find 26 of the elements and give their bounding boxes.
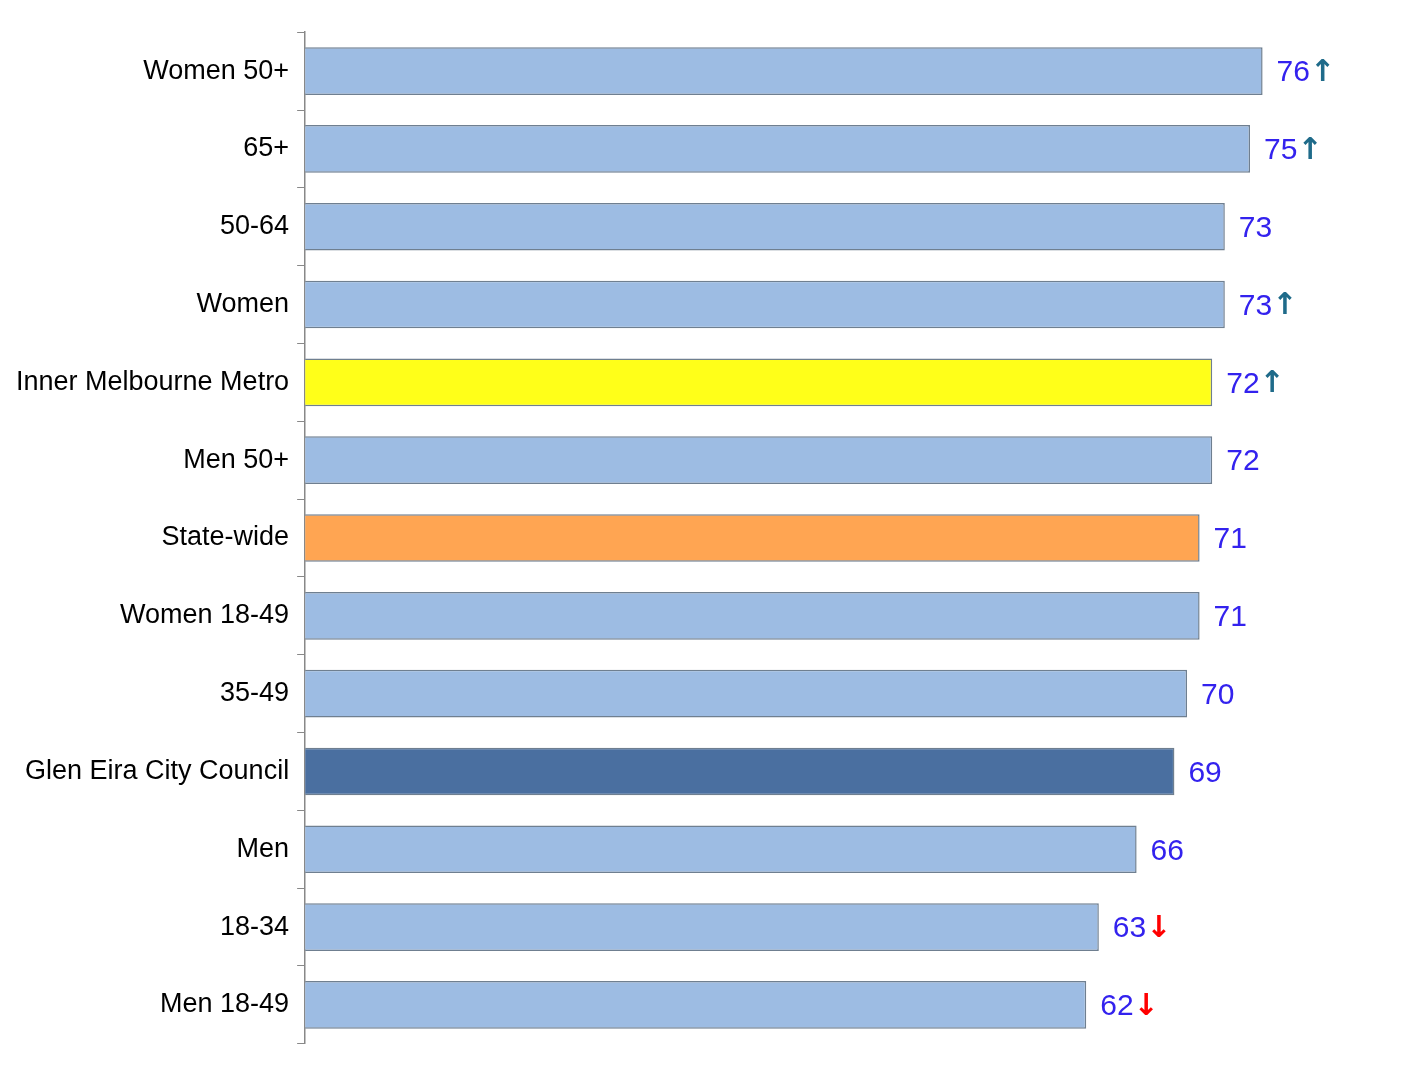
data-label: 73 [1238,210,1273,243]
y-tick-label: Men 18-49 [160,988,290,1019]
y-tick-label: 35-49 [220,677,290,708]
y-tick-label: Men 50+ [183,443,290,474]
y-tick-label: State-wide [161,521,290,552]
data-label: 71 [1213,521,1247,555]
data-label: 72 [1226,443,1260,477]
y-tick-label: 18-34 [220,910,290,941]
data-label: 72↑ [1226,364,1285,400]
data-label: 76↑ [1276,52,1336,88]
y-tick-label: 50-64 [220,210,290,241]
data-label: 69 [1188,754,1222,788]
data-label: 71 [1213,599,1247,633]
data-label: 75↑ [1264,130,1323,166]
data-label: 70 [1201,676,1235,710]
y-tick-label: Women [196,288,290,319]
y-tick-label: Men [236,832,290,863]
y-tick-label: Inner Melbourne Metro [16,365,290,396]
y-tick-label: Women 50+ [143,54,290,85]
y-tick-label: Glen Eira City Council [25,754,290,785]
data-label: 62↓ [1100,986,1159,1022]
data-label: 66 [1150,832,1184,866]
data-label: 63↓ [1112,908,1172,944]
y-tick-label: 65+ [243,132,290,163]
y-tick-label: Women 18-49 [120,599,290,630]
data-label: 73↑ [1238,286,1298,322]
